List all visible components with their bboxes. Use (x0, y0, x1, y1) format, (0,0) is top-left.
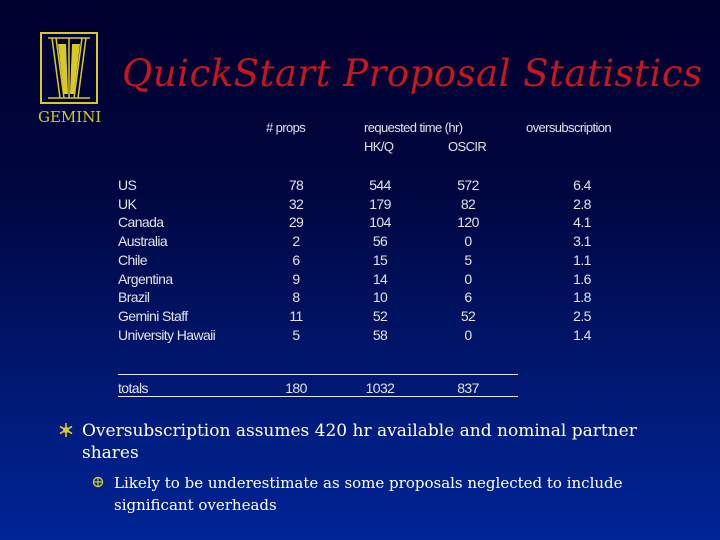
table-row: UK 32 179 82 2.8 (118, 196, 718, 214)
row-hkq: 52 (372, 307, 388, 324)
row-country: Chile (118, 251, 148, 268)
sub-bullet-text: Likely to be underestimate as some propo… (114, 474, 623, 514)
totals-underline (118, 396, 518, 397)
row-hkq: 56 (372, 233, 388, 250)
row-country: Australia (118, 233, 168, 250)
table-row: Argentina 9 14 0 1.6 (118, 271, 718, 289)
row-oversubscription: 1.6 (573, 270, 591, 287)
row-oscir: 82 (460, 195, 476, 212)
totals-label: totals (118, 380, 148, 396)
row-hkq: 15 (372, 251, 388, 268)
row-props: 9 (292, 270, 300, 287)
totals-props: 180 (285, 380, 307, 396)
bullet-list: Oversubscription assumes 420 hr availabl… (58, 420, 688, 516)
row-country: Canada (118, 214, 164, 231)
row-hkq: 544 (369, 177, 391, 193)
row-hkq: 10 (372, 289, 388, 306)
row-country: Argentina (118, 270, 173, 287)
row-oscir: 120 (457, 214, 479, 231)
sub-bullet-item: Likely to be underestimate as some propo… (92, 472, 688, 516)
gemini-logo: GEMINI (38, 30, 102, 130)
row-props: 29 (288, 214, 304, 231)
row-country: Brazil (118, 289, 150, 306)
bullet-item: Oversubscription assumes 420 hr availabl… (58, 420, 688, 464)
row-props: 5 (292, 326, 300, 343)
slide-title: QuickStart Proposal Statistics (122, 52, 703, 95)
row-oversubscription: 6.4 (573, 177, 591, 193)
table-row: Canada 29 104 120 4.1 (118, 214, 718, 232)
bullet-text: Oversubscription assumes 420 hr availabl… (82, 421, 637, 463)
row-props: 78 (288, 177, 304, 193)
table-row: Gemini Staff 11 52 52 2.5 (118, 308, 718, 326)
gemini-twins-icon (48, 37, 90, 99)
row-hkq: 58 (372, 326, 388, 343)
row-props: 32 (288, 195, 304, 212)
row-hkq: 104 (369, 214, 391, 231)
row-oversubscription: 2.5 (573, 307, 591, 324)
row-hkq: 179 (369, 195, 391, 212)
header-oversubscription: oversubscription (526, 120, 612, 135)
table-row: Chile 6 15 5 1.1 (118, 252, 718, 270)
table-row: US 78 544 572 6.4 (118, 177, 718, 195)
row-country: US (118, 177, 137, 193)
row-country: University Hawaii (118, 326, 216, 343)
row-props: 8 (292, 289, 300, 306)
row-hkq: 14 (372, 270, 388, 287)
header-hkq: HK/Q (364, 139, 394, 154)
header-oscir: OSCIR (448, 139, 487, 154)
table-row: University Hawaii 5 58 0 1.4 (118, 327, 718, 345)
row-oversubscription: 1.1 (573, 251, 591, 268)
row-oversubscription: 1.4 (573, 326, 591, 343)
snowflake-bullet-icon (59, 423, 73, 437)
row-oscir: 6 (464, 289, 472, 306)
gemini-logo-frame (40, 32, 98, 104)
row-props: 2 (292, 233, 300, 250)
row-oscir: 52 (460, 307, 476, 324)
totals-hkq: 1032 (365, 380, 395, 396)
header-requested-time: requested time (hr) (364, 120, 463, 135)
circle-bullet-icon (92, 476, 104, 488)
row-country: UK (118, 195, 137, 212)
row-oscir: 0 (464, 270, 472, 287)
row-props: 6 (292, 251, 300, 268)
row-props: 11 (289, 307, 303, 324)
statistics-table: # props requested time (hr) oversubscrip… (118, 120, 678, 410)
header-props: # props (266, 120, 306, 135)
row-country: Gemini Staff (118, 307, 188, 324)
row-oversubscription: 1.8 (573, 289, 591, 306)
table-row: Australia 2 56 0 3.1 (118, 233, 718, 251)
row-oversubscription: 4.1 (573, 214, 591, 231)
row-oscir: 5 (464, 251, 472, 268)
row-oversubscription: 3.1 (573, 233, 591, 250)
row-oversubscription: 2.8 (573, 195, 591, 212)
row-oscir: 0 (464, 326, 472, 343)
totals-divider (118, 374, 518, 375)
totals-oscir: 837 (457, 380, 479, 396)
row-oscir: 572 (457, 177, 479, 193)
totals-row: totals 180 1032 837 (118, 380, 718, 398)
logo-wordmark: GEMINI (38, 108, 102, 126)
row-oscir: 0 (464, 233, 472, 250)
table-row: Brazil 8 10 6 1.8 (118, 289, 718, 307)
